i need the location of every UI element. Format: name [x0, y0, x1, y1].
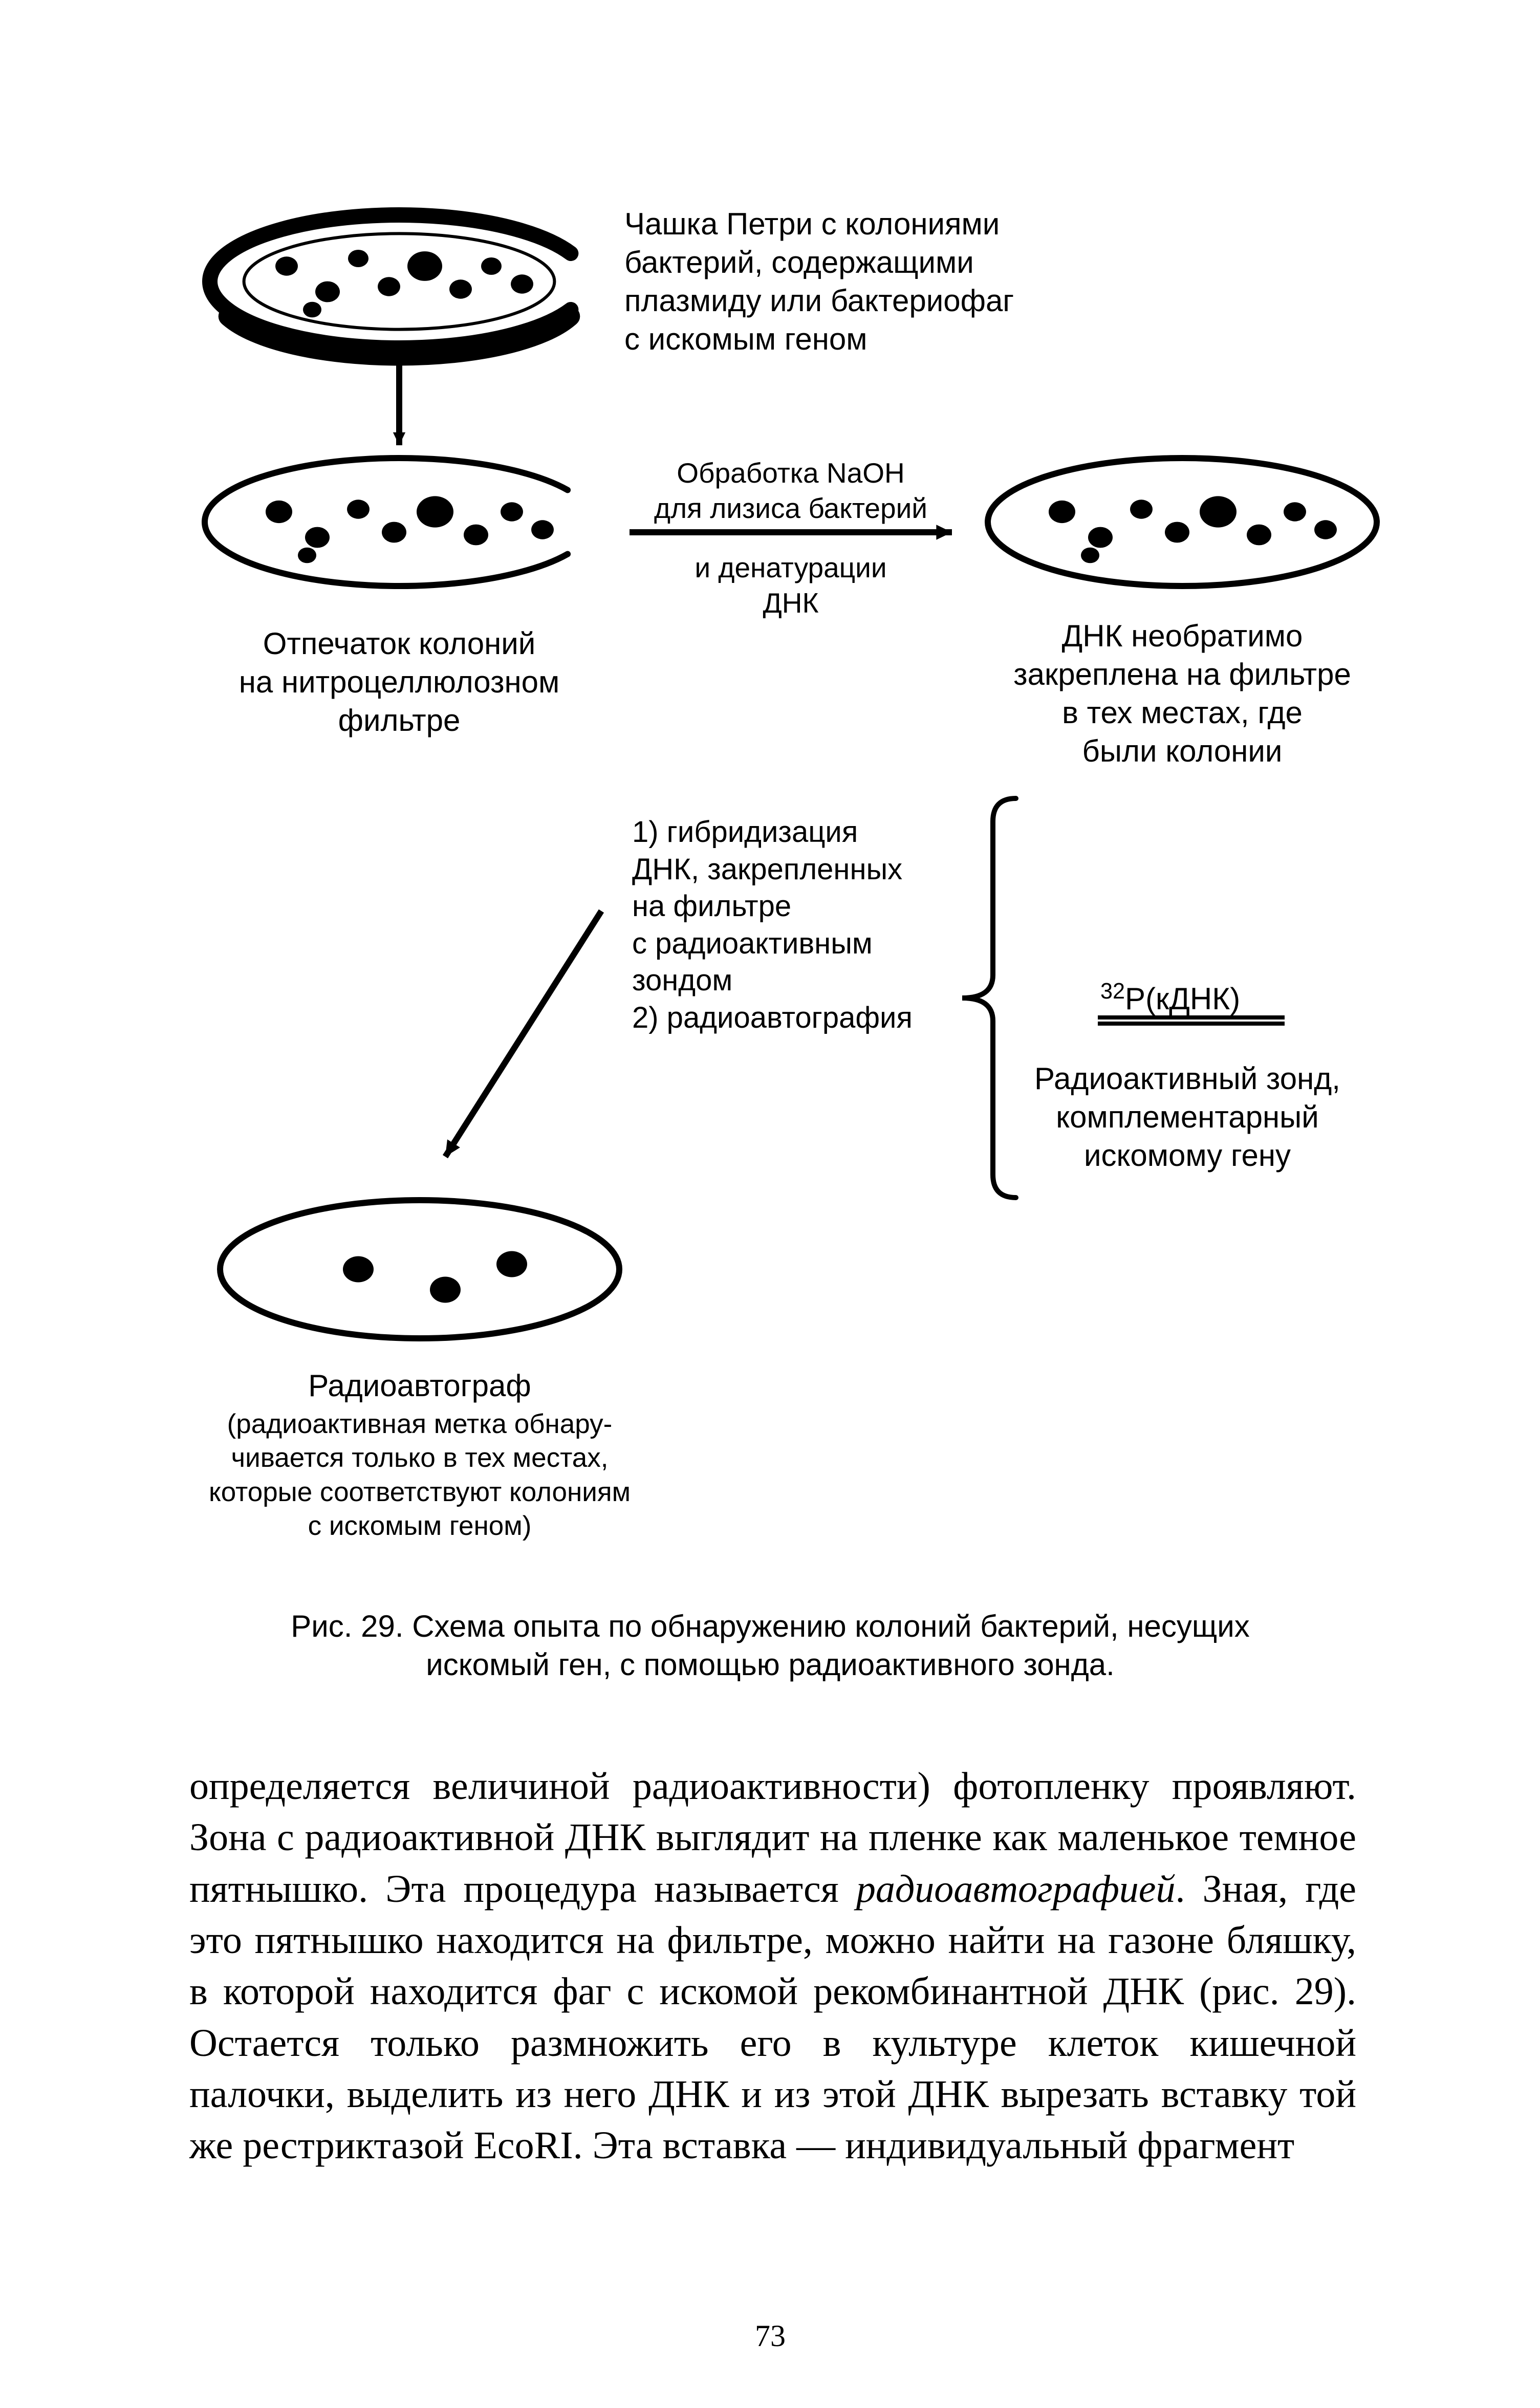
treatment-label-bottom: и денатурации ДНК [0, 550, 1540, 621]
fixed-dna-caption: ДНК необратимо закреплена на фильтре в т… [0, 617, 1540, 770]
autograph-title: Радиоавтограф [0, 1366, 839, 1405]
treatment-label-top: Обработка NaOH для лизиса бактерий [0, 455, 1540, 526]
probe-formula-main: P(кДНК) [1125, 982, 1240, 1016]
page-number: 73 [755, 2318, 786, 2354]
figure-caption: Рис. 29. Схема опыта по обнаружению коло… [291, 1607, 1250, 1684]
hybridization-steps: 1) гибридизация ДНК, закрепленных на фил… [632, 814, 913, 1036]
probe-caption: Радиоактивный зонд, комплементарный иско… [0, 1059, 1540, 1175]
petri-dish-caption: Чашка Петри с колониями бактерий, содерж… [624, 205, 1014, 358]
body-paragraph: определяется величиной радиоактивности) … [189, 1761, 1356, 2172]
page-root: Чашка Петри с колониями бактерий, содерж… [0, 0, 1540, 2408]
probe-isotope-superscript: 32 [1100, 979, 1125, 1004]
probe-formula: 32P(кДНК) [1100, 978, 1240, 1018]
autograph-subcaption: (радиоактивная метка обнару- чивается то… [0, 1407, 839, 1543]
